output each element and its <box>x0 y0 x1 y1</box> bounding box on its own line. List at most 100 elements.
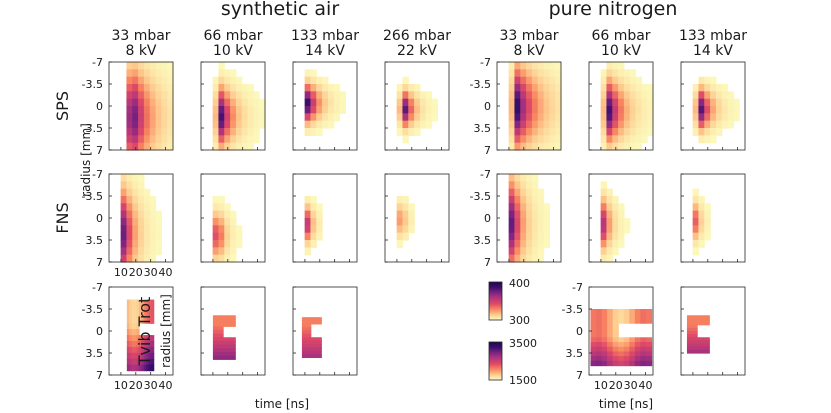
heatmap-cell <box>212 203 220 212</box>
heatmap-cell <box>303 340 307 345</box>
heatmap-cell <box>303 343 307 348</box>
panel-fns-6 <box>680 173 746 263</box>
heatmap-cell <box>247 84 254 92</box>
heatmap-cell <box>402 98 409 107</box>
heatmap-cell <box>131 352 135 360</box>
heatmap-cell <box>308 347 312 352</box>
heatmap-cell <box>645 318 653 324</box>
heatmap-cell <box>514 69 521 78</box>
heatmap-cell <box>698 225 705 234</box>
heatmap-cell <box>701 346 704 351</box>
heatmap-cell <box>555 135 562 144</box>
heatmap-cell <box>618 346 625 353</box>
heatmap-cell <box>612 232 619 241</box>
heatmap-cell <box>634 360 642 367</box>
heatmap-cell <box>691 340 694 345</box>
heatmap-cell <box>129 299 133 307</box>
heatmap-cell <box>692 225 700 234</box>
heatmap-cell <box>214 333 218 338</box>
y-tick-label: 0 <box>484 212 491 225</box>
heatmap-cell <box>704 84 711 92</box>
heatmap-cell <box>606 135 613 144</box>
heatmap-cell <box>629 309 636 315</box>
heatmap-cell <box>699 318 702 323</box>
heatmap-cell <box>308 350 312 355</box>
heatmap-cell <box>131 346 135 354</box>
heatmap-cell <box>686 331 690 335</box>
heatmap-cell <box>710 84 717 92</box>
heatmap-cell <box>136 329 140 336</box>
heatmap-cell <box>305 327 308 332</box>
y-tick-label: 0 <box>484 100 491 113</box>
heatmap-cell <box>612 337 619 343</box>
heatmap-cell <box>301 343 305 348</box>
heatmap-cell <box>692 91 700 100</box>
heatmap-cell <box>692 128 700 136</box>
heatmap-cell <box>231 348 234 353</box>
heatmap-cell <box>402 210 409 219</box>
heatmap-cell <box>508 84 516 92</box>
heatmap-cell <box>301 320 305 325</box>
heatmap-cell <box>224 232 231 241</box>
heatmap-cell <box>623 218 631 226</box>
heatmap-cell <box>531 84 539 92</box>
heatmap-cell <box>431 113 438 122</box>
heatmap-cell <box>155 113 162 122</box>
heatmap-cell <box>132 247 139 256</box>
heatmap-cell <box>155 240 162 248</box>
condition-pressure: 33 mbar <box>499 28 558 44</box>
heatmap-cell <box>590 356 597 362</box>
heatmap-cell <box>623 69 631 78</box>
heatmap-cell <box>686 318 690 323</box>
heatmap-cell <box>212 218 220 226</box>
heatmap-cell <box>647 84 654 92</box>
heatmap-cell <box>221 318 224 324</box>
heatmap-cell <box>225 348 228 353</box>
heatmap-cell <box>727 106 734 114</box>
heatmap-cell <box>607 313 614 320</box>
heatmap-cell <box>419 113 427 122</box>
heatmap-cell <box>601 351 608 357</box>
heatmap-cell <box>408 106 415 114</box>
heatmap-cell <box>698 203 705 212</box>
heatmap-cell <box>514 120 521 129</box>
heatmap-cell <box>253 135 260 144</box>
heatmap-cell <box>623 135 631 144</box>
heatmap-cell <box>707 315 710 320</box>
heatmap-cell <box>305 330 308 335</box>
heatmap-cell <box>141 299 145 307</box>
heatmap-cell <box>219 326 222 331</box>
heatmap-cell <box>126 98 133 107</box>
heatmap-cell <box>686 324 690 329</box>
heatmap-cell <box>601 360 608 367</box>
heatmap-cell <box>314 340 317 345</box>
heatmap-cell <box>531 62 539 70</box>
heatmap-cell <box>629 342 636 348</box>
heatmap-cell <box>695 318 698 323</box>
heatmap-cell <box>699 315 702 320</box>
heatmap-cell <box>531 98 539 107</box>
heatmap-cell <box>146 364 150 372</box>
heatmap-cell <box>520 62 527 70</box>
heatmap-cell <box>520 135 527 144</box>
heatmap-cell <box>134 311 138 318</box>
heatmap-cell <box>688 343 692 348</box>
heatmap-cell <box>319 350 322 355</box>
heatmap-cell <box>149 76 157 85</box>
colorbar-gradient <box>488 341 503 381</box>
heatmap-cell <box>721 98 729 107</box>
heatmap-cell <box>216 315 220 320</box>
heatmap-cell <box>155 106 162 114</box>
heatmap-cell <box>148 346 152 354</box>
heatmap-cell <box>629 106 637 114</box>
heatmap-cell <box>693 337 696 342</box>
heatmap-cell <box>230 210 237 219</box>
heatmap-cell <box>229 318 232 324</box>
heatmap-cell <box>218 62 225 70</box>
heatmap-cell <box>640 318 647 324</box>
heatmap-cell <box>339 98 346 107</box>
heatmap-cell <box>316 343 319 348</box>
heatmap-cell <box>230 225 237 234</box>
heatmap-cell <box>120 181 128 190</box>
heatmap-cell <box>212 355 216 360</box>
